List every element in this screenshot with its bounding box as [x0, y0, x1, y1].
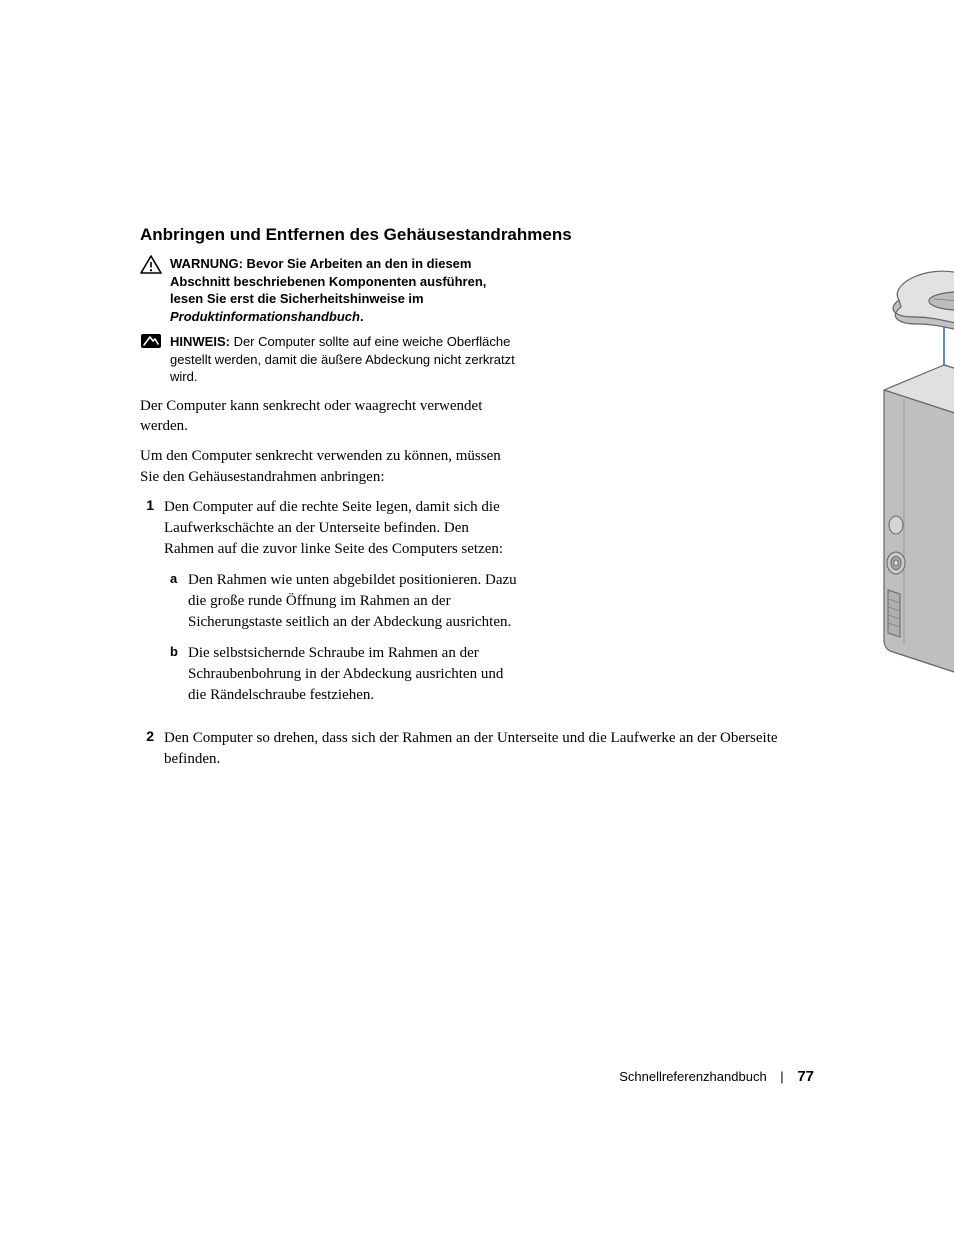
warning-italic: Produktinformationshandbuch: [170, 309, 360, 324]
computer-diagram: [814, 255, 954, 720]
paragraph-1: Der Computer kann senkrecht oder waagrec…: [140, 396, 520, 437]
section-heading: Anbringen und Entfernen des Gehäusestand…: [140, 225, 814, 245]
step-1b-letter: b: [164, 643, 188, 661]
notice-icon: [140, 333, 170, 349]
step-2: 2 Den Computer so drehen, dass sich der …: [140, 728, 780, 770]
substep-list: a Den Rahmen wie unten abgebildet positi…: [164, 570, 520, 706]
notice-text: HINWEIS: Der Computer sollte auf eine we…: [170, 333, 520, 386]
notice-label: HINWEIS:: [170, 334, 230, 349]
notice-callout: HINWEIS: Der Computer sollte auf eine we…: [140, 333, 520, 386]
page-footer: Schnellreferenzhandbuch | 77: [619, 1068, 814, 1085]
step-2-wrap: 2 Den Computer so drehen, dass sich der …: [140, 728, 780, 770]
footer-separator: |: [780, 1069, 783, 1084]
step-2-text: Den Computer so drehen, dass sich der Ra…: [164, 728, 780, 770]
step-1b-text: Die selbstsichernde Schraube im Rahmen a…: [188, 643, 520, 706]
warning-text: WARNUNG: Bevor Sie Arbeiten an den in di…: [170, 255, 520, 325]
step-1-text: Den Computer auf die rechte Seite legen,…: [164, 499, 503, 557]
paragraph-2: Um den Computer senkrecht verwenden zu k…: [140, 446, 520, 487]
step-1a-text: Den Rahmen wie unten abgebildet position…: [188, 570, 520, 633]
page-number: 77: [797, 1068, 814, 1085]
step-1a-letter: a: [164, 570, 188, 588]
diagram-svg: [814, 255, 954, 715]
step-1-body: Den Computer auf die rechte Seite legen,…: [164, 497, 520, 716]
step-2-number: 2: [140, 728, 164, 744]
warning-label: WARNUNG:: [170, 256, 243, 271]
step-1: 1 Den Computer auf die rechte Seite lege…: [140, 497, 520, 716]
step-list: 1 Den Computer auf die rechte Seite lege…: [140, 497, 520, 716]
text-column: WARNUNG: Bevor Sie Arbeiten an den in di…: [140, 255, 520, 716]
warning-callout: WARNUNG: Bevor Sie Arbeiten an den in di…: [140, 255, 520, 325]
page: Anbringen und Entfernen des Gehäusestand…: [0, 0, 954, 1235]
footer-title: Schnellreferenzhandbuch: [619, 1069, 766, 1084]
step-1b: b Die selbstsichernde Schraube im Rahmen…: [164, 643, 520, 706]
step-1a: a Den Rahmen wie unten abgebildet positi…: [164, 570, 520, 633]
step-1-number: 1: [140, 497, 164, 513]
content-wrap: WARNUNG: Bevor Sie Arbeiten an den in di…: [140, 255, 814, 770]
warning-icon: [140, 255, 170, 275]
warning-period: .: [360, 309, 364, 324]
step-list-2: 2 Den Computer so drehen, dass sich der …: [140, 728, 780, 770]
